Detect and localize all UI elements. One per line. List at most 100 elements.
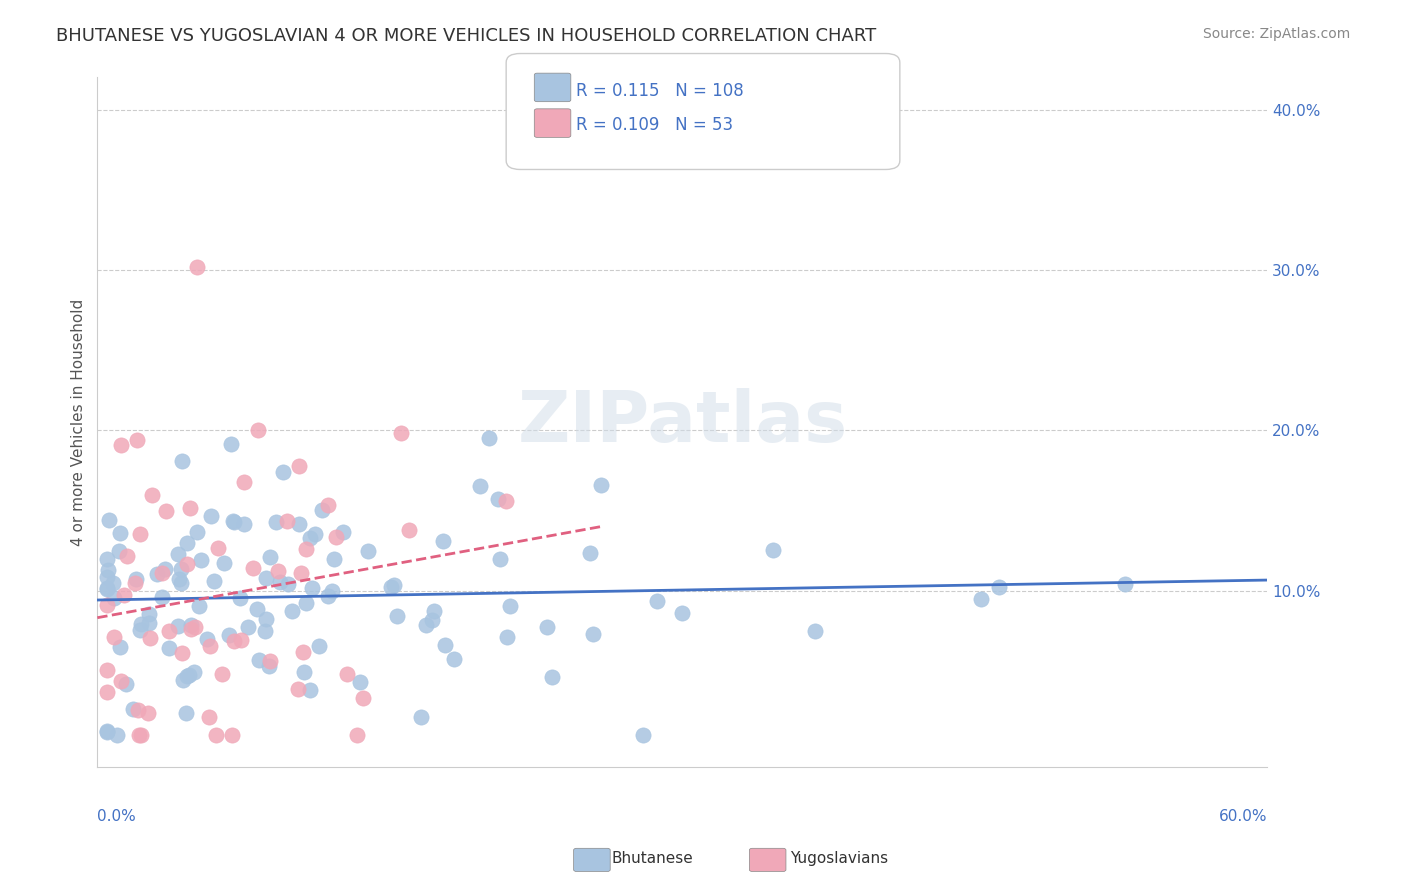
- Point: [187, 599, 209, 613]
- Point: [186, 260, 208, 275]
- Point: [238, 620, 260, 634]
- Point: [242, 561, 264, 575]
- Point: [184, 620, 207, 634]
- Point: [197, 709, 219, 723]
- Point: [257, 659, 280, 673]
- Point: [332, 524, 354, 539]
- Point: [110, 437, 132, 451]
- Point: [129, 527, 152, 541]
- Point: [489, 552, 512, 566]
- Point: [129, 617, 152, 632]
- Point: [499, 599, 522, 613]
- Point: [103, 630, 125, 644]
- Point: [101, 576, 124, 591]
- Point: [129, 728, 152, 742]
- Point: [110, 674, 132, 689]
- Point: [180, 623, 202, 637]
- Point: [190, 553, 212, 567]
- Point: [167, 619, 190, 633]
- Point: [103, 591, 125, 605]
- Point: [486, 492, 509, 507]
- Point: [299, 683, 322, 698]
- Point: [311, 502, 333, 516]
- Point: [398, 523, 420, 537]
- Point: [316, 590, 339, 604]
- Point: [138, 607, 160, 621]
- Point: [138, 616, 160, 631]
- Point: [128, 728, 150, 742]
- Point: [186, 525, 208, 540]
- Text: BHUTANESE VS YUGOSLAVIAN 4 OR MORE VEHICLES IN HOUSEHOLD CORRELATION CHART: BHUTANESE VS YUGOSLAVIAN 4 OR MORE VEHIC…: [56, 27, 876, 45]
- Point: [316, 499, 339, 513]
- Point: [325, 530, 347, 544]
- Point: [259, 550, 281, 565]
- Point: [125, 572, 148, 586]
- Point: [115, 549, 138, 564]
- Text: Yugoslavians: Yugoslavians: [790, 852, 889, 866]
- Point: [254, 612, 277, 626]
- Point: [432, 533, 454, 548]
- Point: [299, 532, 322, 546]
- Point: [96, 581, 118, 595]
- Point: [172, 673, 194, 688]
- Point: [541, 670, 564, 684]
- Point: [169, 573, 191, 587]
- Point: [267, 564, 290, 578]
- Point: [167, 547, 190, 561]
- Point: [423, 604, 446, 618]
- Point: [292, 645, 315, 659]
- Point: [409, 710, 432, 724]
- Point: [578, 546, 600, 560]
- Point: [380, 580, 402, 594]
- Point: [198, 640, 221, 654]
- Point: [420, 613, 443, 627]
- Point: [157, 624, 180, 639]
- Point: [97, 513, 120, 527]
- Point: [150, 590, 173, 604]
- Point: [205, 728, 228, 742]
- Point: [495, 494, 517, 508]
- Text: R = 0.109   N = 53: R = 0.109 N = 53: [576, 116, 734, 134]
- Point: [277, 577, 299, 591]
- Point: [288, 459, 311, 474]
- Point: [150, 566, 173, 580]
- Point: [127, 433, 149, 447]
- Text: ZIPatlas: ZIPatlas: [517, 388, 848, 457]
- Point: [382, 578, 405, 592]
- Text: 0.0%: 0.0%: [97, 809, 136, 823]
- Point: [108, 640, 131, 654]
- Point: [174, 706, 197, 721]
- Point: [254, 571, 277, 585]
- Point: [124, 576, 146, 591]
- Point: [136, 706, 159, 721]
- Point: [349, 674, 371, 689]
- Y-axis label: 4 or more Vehicles in Household: 4 or more Vehicles in Household: [72, 299, 86, 546]
- Point: [112, 588, 135, 602]
- Point: [110, 526, 132, 541]
- Point: [352, 691, 374, 706]
- Point: [478, 431, 501, 445]
- Point: [295, 596, 318, 610]
- Point: [170, 646, 193, 660]
- Point: [246, 601, 269, 615]
- Point: [246, 423, 269, 437]
- Point: [970, 592, 993, 607]
- Point: [200, 509, 222, 524]
- Point: [346, 728, 368, 742]
- Point: [762, 543, 785, 558]
- Point: [170, 562, 193, 576]
- Point: [281, 604, 304, 618]
- Point: [114, 677, 136, 691]
- Point: [183, 665, 205, 680]
- Point: [229, 632, 252, 647]
- Point: [229, 591, 252, 605]
- Point: [105, 728, 128, 742]
- Point: [96, 663, 118, 677]
- Point: [146, 567, 169, 582]
- Point: [536, 620, 558, 634]
- Point: [301, 581, 323, 595]
- Point: [266, 515, 288, 529]
- Point: [176, 557, 198, 571]
- Point: [222, 516, 245, 530]
- Point: [179, 500, 201, 515]
